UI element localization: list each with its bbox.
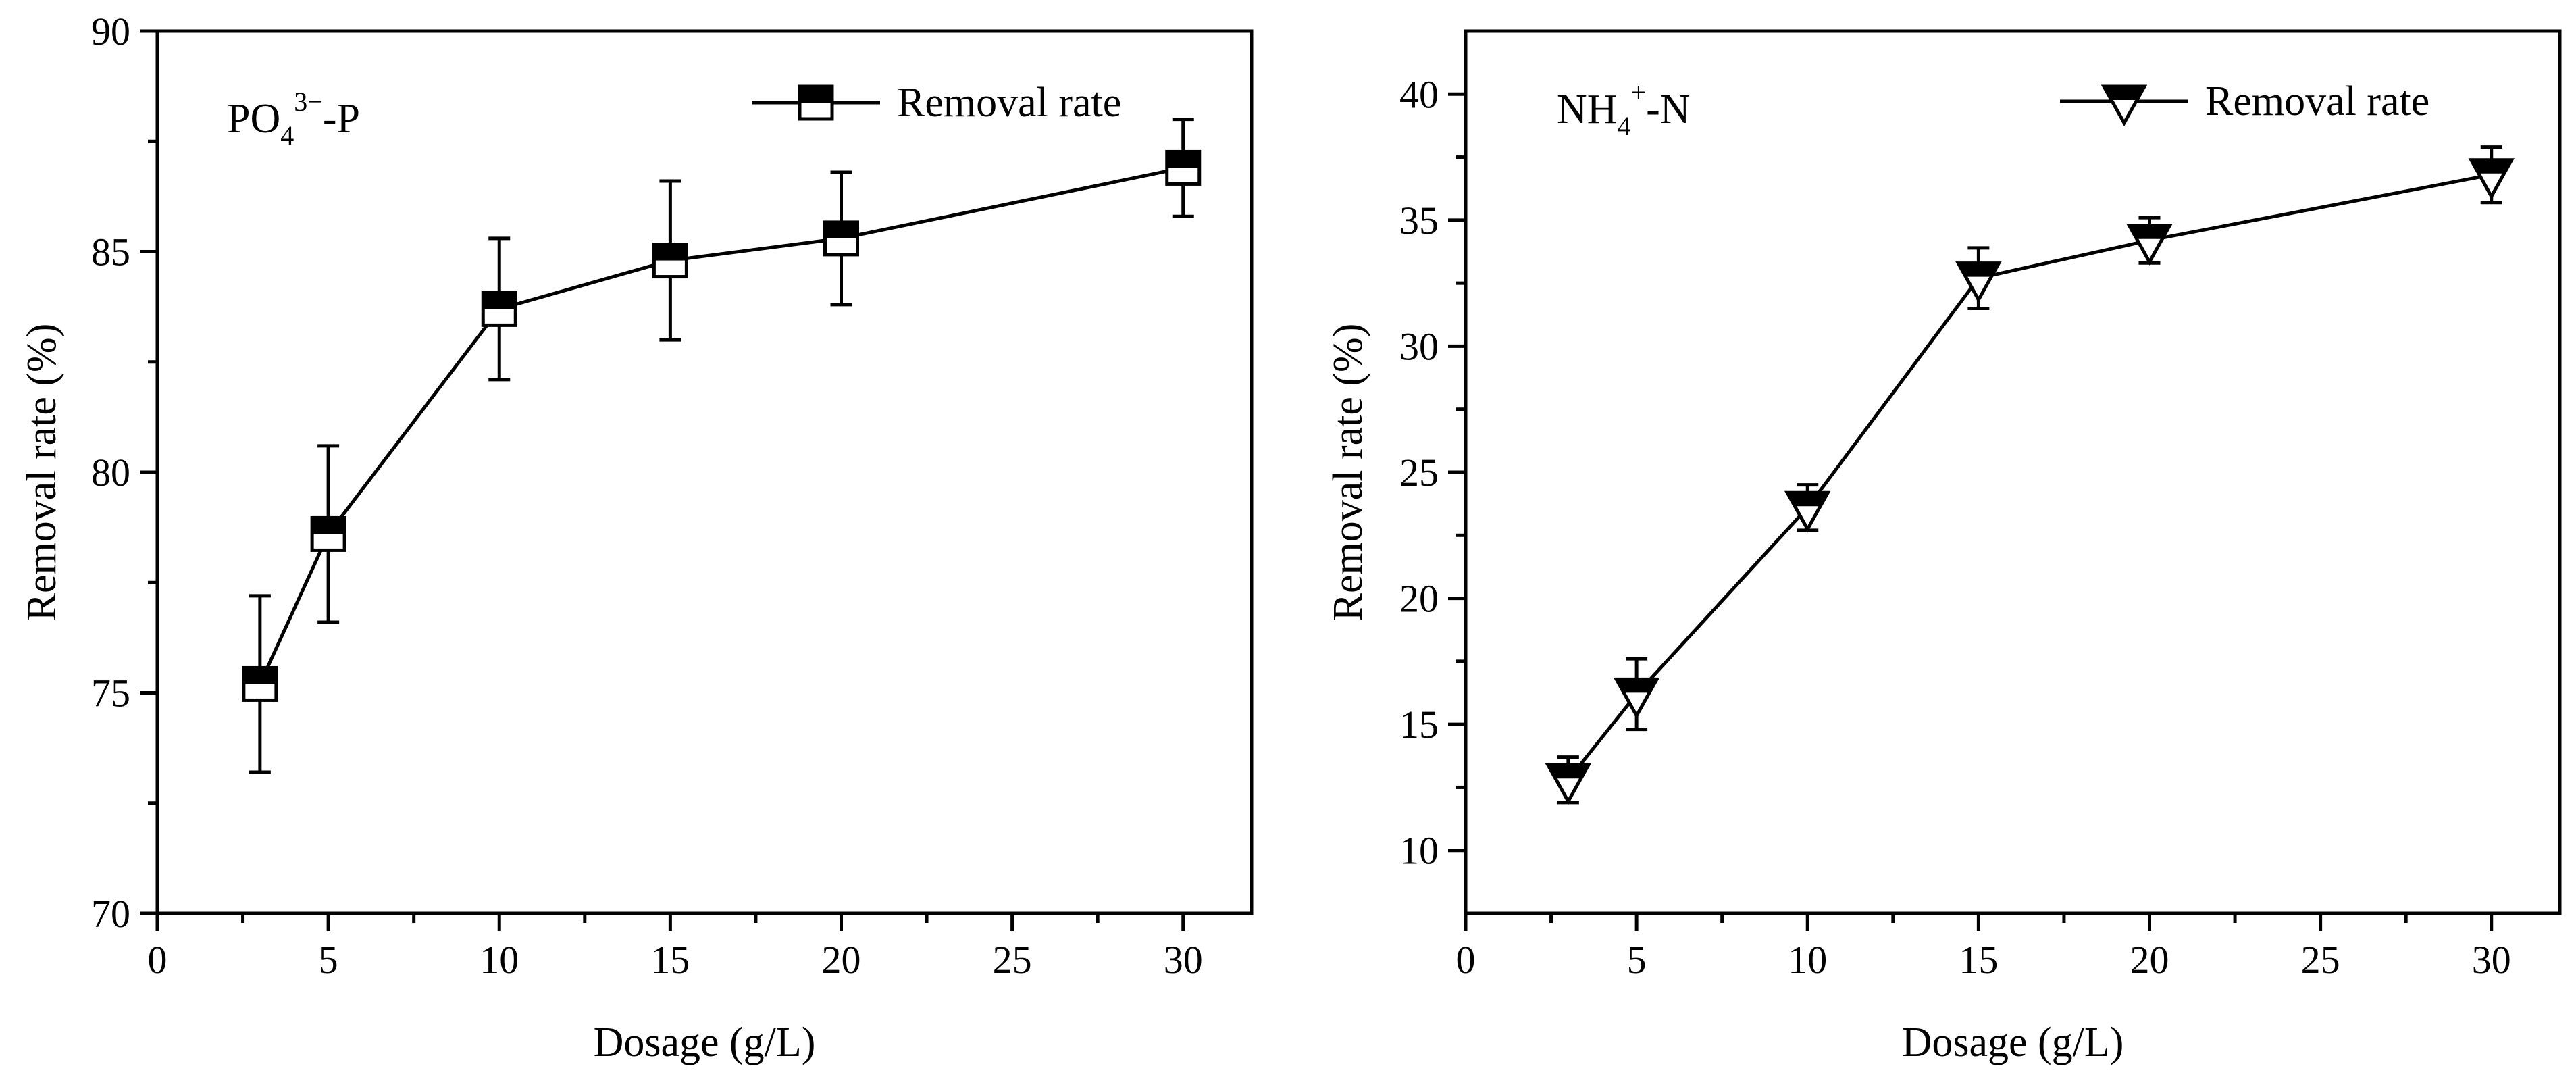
data-marker [1784,490,1831,533]
chart-panel-ammonium: 0 5 10 15 20 25 30 10 15 20 25 30 35 40 Removal rate … [1325,29,2562,1065]
marker-fill [2104,86,2144,100]
marker-fill [2129,225,2170,239]
marker-fill [1787,493,1828,507]
marker-fill [825,222,858,238]
data-marker [2126,224,2173,266]
data-marker [481,291,517,327]
x-axis-title: Dosage (g/L) [594,1019,816,1065]
data-marker [798,84,834,121]
marker-fill [2471,159,2512,174]
marker-fill [800,86,832,103]
y-tick-label: 40 [1399,72,1439,116]
y-tick-label: 15 [1399,703,1439,747]
y-tick-label: 80 [91,451,130,495]
x-tick-label: 25 [993,938,1032,982]
x-tick-label: 10 [1788,938,1827,982]
y-tick-label: 35 [1399,199,1439,243]
x-tick-label: 0 [1456,938,1476,982]
x-tick-label: 20 [2130,938,2169,982]
marker-fill [483,293,516,309]
x-tick-label: 0 [148,938,168,982]
data-marker [2468,158,2515,200]
y-tick-label: 70 [91,892,130,936]
legend: Removal rate [752,80,1121,126]
y-tick-label: 85 [91,230,130,274]
marker-fill [1958,263,1999,277]
y-tick-label: 90 [91,9,130,53]
marker-fill [1166,151,1200,168]
data-series [242,118,1202,774]
x-tick-label: 10 [480,938,519,982]
y-tick-label: 25 [1399,451,1439,495]
y-tick-label: 20 [1399,577,1439,621]
axis-ticks: 0 5 10 15 20 25 30 10 15 20 25 30 35 40 [1399,72,2511,982]
marker-fill [1547,765,1589,779]
x-tick-label: 25 [2301,938,2340,982]
y-tick-label: 30 [1399,324,1439,368]
y-tick-label: 10 [1399,829,1439,873]
x-tick-label: 30 [1164,938,1203,982]
x-tick-label: 15 [1959,938,1998,982]
marker-fill [312,518,345,534]
data-marker [2101,84,2148,127]
data-marker [1955,261,2002,303]
y-axis-title: Removal rate (%) [1325,324,1371,622]
panel-label: PO43−-P [227,86,360,151]
x-tick-label: 15 [650,938,690,982]
x-tick-label: 5 [1627,938,1647,982]
data-series [1545,145,2515,805]
data-marker [1545,763,1592,805]
marker-fill [1616,679,1657,693]
series-line [1566,173,2492,781]
plot-frame [1464,29,2562,915]
legend-label: Removal rate [2205,78,2429,124]
y-axis-title: Removal rate (%) [19,324,65,622]
data-marker [1613,677,1660,720]
data-marker [823,220,859,257]
x-axis-title: Dosage (g/L) [1902,1019,2124,1065]
x-tick-label: 20 [822,938,861,982]
x-tick-label: 5 [319,938,338,982]
y-tick-label: 75 [91,672,130,715]
marker-fill [654,244,687,261]
data-marker [1165,149,1202,186]
axis-ticks: 0 5 10 15 20 25 30 70 75 80 85 90 [91,9,1203,982]
marker-fill [243,667,276,684]
panel-label: NH4+-N [1557,77,1691,141]
series-line [258,166,1184,685]
data-marker [652,243,688,279]
x-tick-label: 30 [2472,938,2511,982]
data-marker [310,515,346,552]
legend-label: Removal rate [897,80,1121,126]
data-marker [242,665,278,702]
chart-panel-phosphate: 0 5 10 15 20 25 30 70 75 80 85 90 Removal rate PO43… [19,9,1254,1065]
legend: Removal rate [2060,78,2429,127]
plot-frame [155,29,1254,915]
